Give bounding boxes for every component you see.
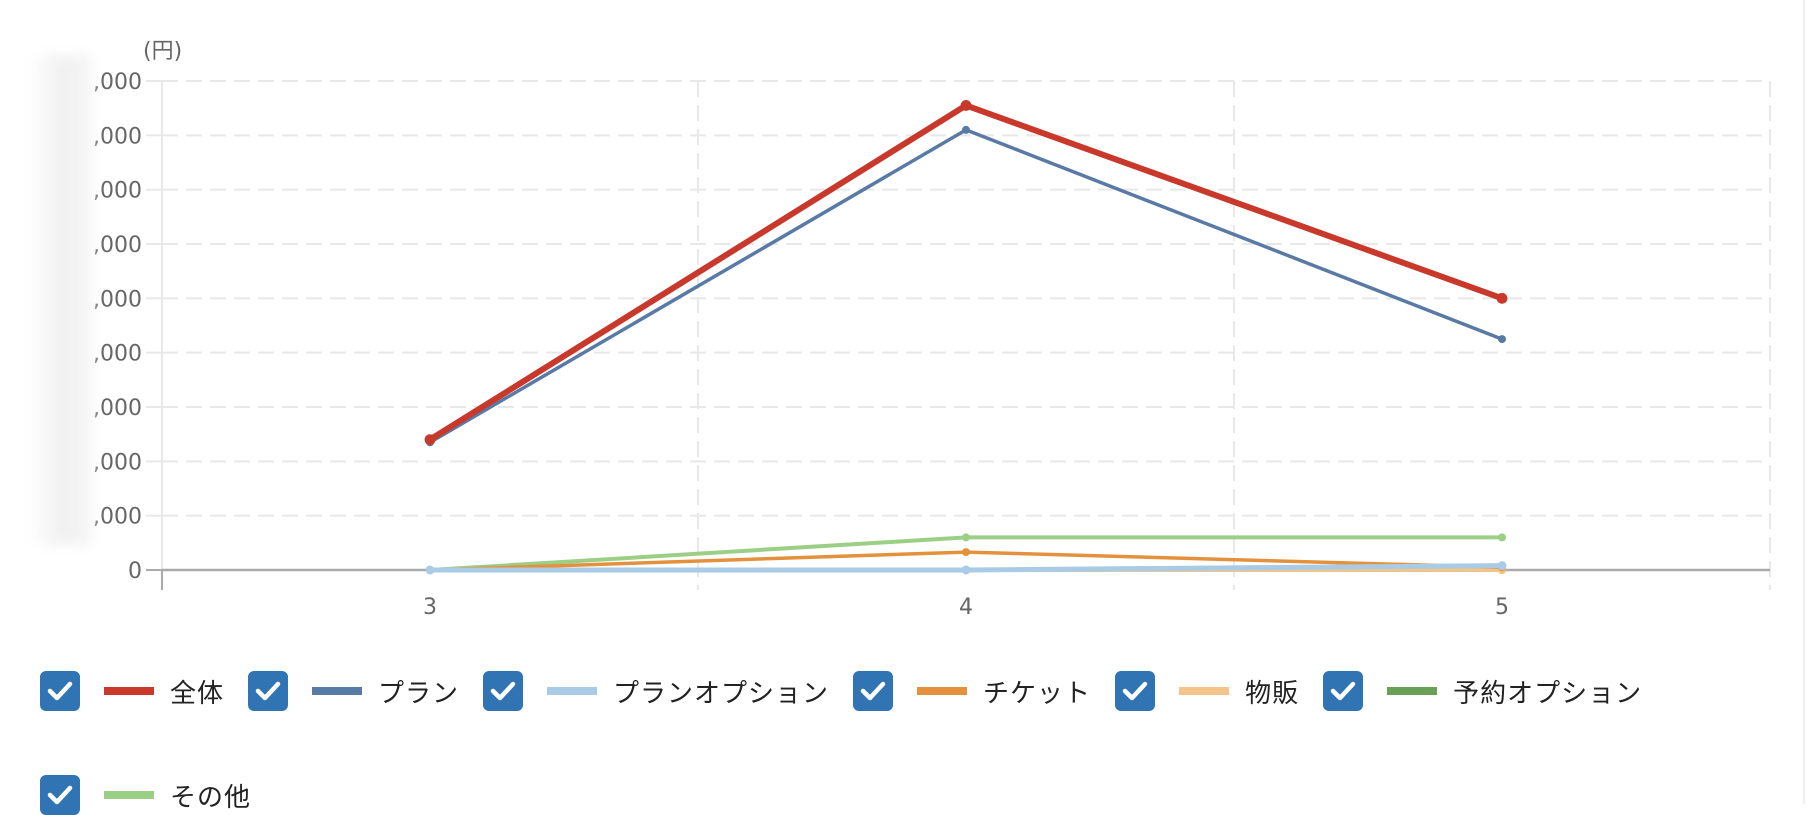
legend-item[interactable]: チケット — [853, 671, 1091, 711]
y-tick-label: ,000 — [93, 342, 142, 367]
data-point[interactable] — [1498, 533, 1506, 542]
legend-checkbox[interactable] — [1115, 671, 1156, 711]
checkmark-icon — [47, 785, 73, 805]
legend-label: 物販 — [1245, 678, 1300, 709]
x-tick-label: 4 — [959, 595, 973, 620]
data-point[interactable] — [1496, 292, 1508, 304]
y-tick-label: ,000 — [93, 287, 142, 312]
legend-item[interactable]: 全体 — [40, 671, 224, 711]
y-axis-ticks: 0 ,000 ,000 ,000 ,000 ,000 ,000 ,000 ,000 ,000 — [93, 70, 162, 584]
legend-swatch — [104, 791, 154, 799]
checkmark-icon — [490, 681, 516, 701]
legend-swatch — [1179, 687, 1230, 695]
legend-label: プラン — [378, 678, 460, 709]
series-lines — [424, 100, 1508, 575]
legend-checkbox[interactable] — [853, 671, 894, 711]
data-point[interactable] — [1497, 561, 1507, 571]
x-tick-label: 3 — [423, 595, 437, 620]
legend-swatch — [917, 687, 968, 695]
redacted-tick-prefix — [28, 55, 92, 545]
checkmark-icon — [1330, 681, 1356, 701]
data-point[interactable] — [961, 565, 971, 575]
y-axis-unit-label: (円) — [143, 39, 182, 64]
legend-label: 全体 — [170, 678, 225, 709]
chart-legend: 全体 プラン プランオプション チケット 物販 予約オプションその他 — [40, 671, 1760, 815]
y-tick-label: ,000 — [93, 450, 142, 475]
x-tick-label: 5 — [1495, 595, 1509, 620]
line-chart: (円) 0 ,000 ,000 ,000 ,000 ,000 ,000 ,000 ,000 ,00… — [93, 39, 1771, 620]
legend-item[interactable]: その他 — [40, 775, 251, 815]
gridlines — [161, 80, 1771, 590]
legend-checkbox[interactable] — [483, 671, 524, 711]
y-tick-label: ,000 — [93, 70, 142, 95]
legend-label: チケット — [983, 678, 1092, 709]
legend-checkbox[interactable] — [248, 671, 289, 711]
checkmark-icon — [255, 681, 281, 701]
legend-item[interactable]: プランオプション — [483, 671, 829, 711]
data-point[interactable] — [962, 548, 970, 557]
panel-border — [1803, 0, 1805, 804]
legend-item[interactable]: 物販 — [1115, 671, 1299, 711]
legend-checkbox[interactable] — [1323, 671, 1364, 711]
series-line — [429, 128, 1503, 444]
data-point[interactable] — [962, 125, 970, 134]
data-point[interactable] — [962, 533, 970, 542]
data-point[interactable] — [424, 434, 436, 445]
checkmark-icon — [47, 681, 73, 701]
y-tick-label: ,000 — [93, 396, 142, 421]
y-tick-label: ,000 — [93, 233, 142, 258]
legend-swatch — [1387, 687, 1438, 695]
series-全体 — [424, 100, 1508, 445]
legend-swatch — [547, 687, 598, 695]
legend-swatch — [312, 687, 363, 695]
y-tick-label: ,000 — [93, 179, 142, 204]
series-プランオプション — [425, 561, 1507, 575]
data-point[interactable] — [1498, 335, 1506, 344]
legend-checkbox[interactable] — [40, 671, 80, 711]
legend-label: 予約オプション — [1453, 678, 1643, 709]
legend-label: プランオプション — [613, 678, 830, 709]
legend-swatch — [104, 687, 154, 695]
series-line — [428, 102, 1504, 443]
y-tick-label: ,000 — [93, 124, 142, 149]
checkmark-icon — [1122, 681, 1148, 701]
series-プラン — [426, 125, 1506, 447]
legend-label: その他 — [170, 782, 252, 813]
data-point[interactable] — [425, 565, 435, 575]
legend-item[interactable]: 予約オプション — [1323, 671, 1642, 711]
legend-item[interactable]: プラン — [248, 671, 459, 711]
legend-checkbox[interactable] — [40, 775, 80, 815]
y-tick-label: 0 — [128, 559, 142, 584]
checkmark-icon — [860, 681, 886, 701]
x-axis-ticks: 3 4 5 — [161, 568, 1770, 620]
y-tick-label: ,000 — [93, 505, 142, 530]
data-point[interactable] — [960, 100, 972, 111]
